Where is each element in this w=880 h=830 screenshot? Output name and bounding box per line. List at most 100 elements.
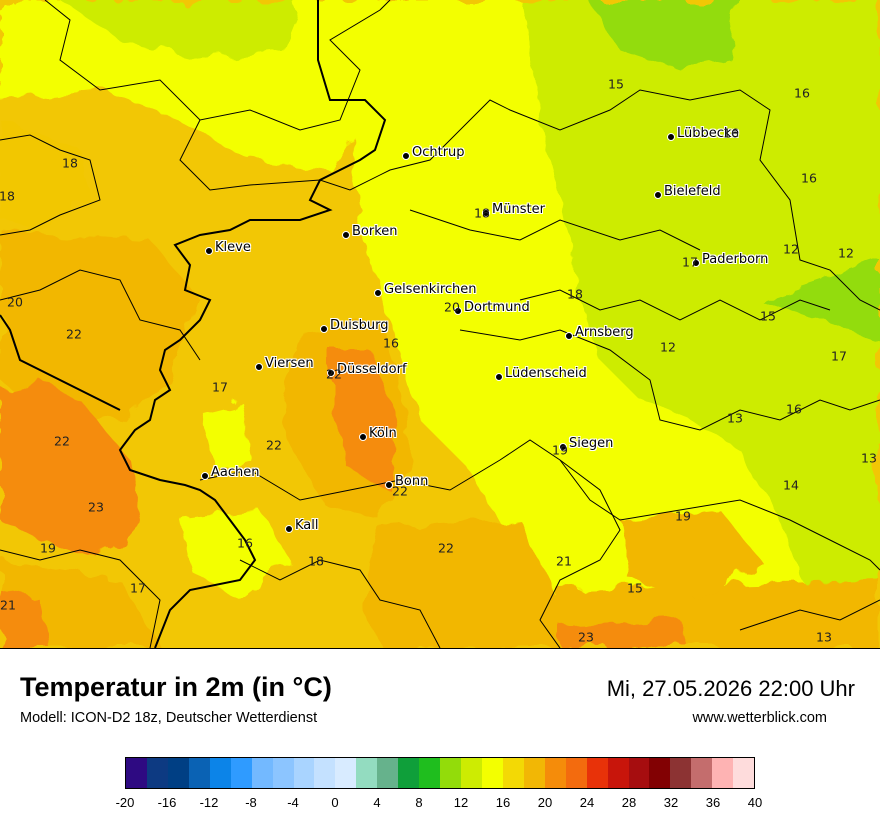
city-label: Köln [369, 426, 397, 441]
temperature-value: 16 [794, 85, 810, 101]
temperature-value: 22 [438, 540, 454, 556]
city-dot-icon [692, 259, 700, 267]
city-dot-icon [654, 191, 662, 199]
legend-swatch [691, 758, 713, 788]
city-dot-icon [255, 363, 263, 371]
temperature-value: 17 [212, 379, 228, 395]
temperature-value: 16 [801, 170, 817, 186]
legend-tick-label: 32 [663, 795, 679, 810]
city-label: Paderborn [702, 252, 769, 267]
temperature-value: 14 [783, 477, 799, 493]
city-dot-icon [454, 307, 462, 315]
city-dot-icon [327, 369, 335, 377]
temperature-value: 17 [130, 580, 146, 596]
city-dot-icon [495, 373, 503, 381]
legend-swatch [419, 758, 441, 788]
city-dot-icon [285, 525, 293, 533]
temperature-value: 21 [0, 597, 16, 613]
temperature-value: 17 [682, 254, 698, 270]
legend-swatch [293, 758, 315, 788]
temperature-value: 16 [786, 401, 802, 417]
temperature-value: 22 [54, 433, 70, 449]
legend-swatch [544, 758, 566, 788]
legend-swatch [565, 758, 587, 788]
legend-swatch [167, 758, 189, 788]
legend-swatch [523, 758, 545, 788]
temperature-value: 13 [727, 410, 743, 426]
temperature-map: Ochtrup Lübbecke Bielefeld Münster Borken Kle… [0, 0, 880, 649]
legend-tick-label: 0 [331, 795, 339, 810]
legend-swatch [607, 758, 629, 788]
city-label: Lübbecke [677, 126, 739, 141]
temperature-value: 21 [556, 553, 572, 569]
legend-swatch [502, 758, 524, 788]
legend-tick-label: -16 [157, 795, 177, 810]
city-label: Ochtrup [412, 145, 465, 160]
legend-swatch [586, 758, 608, 788]
legend-tick-label: 40 [747, 795, 763, 810]
legend-tick-label: 12 [453, 795, 469, 810]
temperature-value: 20 [7, 294, 23, 310]
legend-swatch [670, 758, 692, 788]
temperature-value: 15 [608, 76, 624, 92]
city-dot-icon [342, 231, 350, 239]
city-label: Siegen [569, 436, 614, 451]
city-dot-icon [374, 289, 382, 297]
legend-swatch [251, 758, 273, 788]
temperature-value: 23 [578, 629, 594, 645]
city-dot-icon [205, 247, 213, 255]
temperature-value: 19 [40, 540, 56, 556]
legend-tick-label: 20 [537, 795, 553, 810]
city-label: Münster [492, 202, 545, 217]
legend-ticks: -20 -16 -12 -8 -4 0 4 8 12 16 20 24 28 32 36 40 [116, 795, 763, 815]
legend-swatch [272, 758, 294, 788]
city-label: Bonn [395, 474, 429, 489]
temperature-value: 12 [838, 245, 854, 261]
forecast-datetime: Mi, 27.05.2026 22:00 Uhr [606, 676, 855, 701]
city-dot-icon [667, 133, 675, 141]
legend-tick-label: -8 [245, 795, 257, 810]
legend-swatch [733, 758, 755, 788]
temperature-value: 22 [266, 437, 282, 453]
legend-swatch [356, 758, 378, 788]
map-title: Temperatur in 2m (in °C) [20, 672, 332, 702]
legend-swatch [377, 758, 399, 788]
temperature-value: 18 [474, 205, 490, 221]
legend-swatch [209, 758, 231, 788]
city-dot-icon [402, 152, 410, 160]
city-label: Viersen [265, 356, 314, 371]
legend-tick-label: 24 [579, 795, 595, 810]
legend-tick-label: 16 [495, 795, 511, 810]
temperature-value: 22 [392, 483, 408, 499]
temperature-value: 18 [62, 155, 78, 171]
temperature-value: 16 [237, 535, 253, 551]
legend-swatch [188, 758, 210, 788]
temperature-value: 20 [444, 299, 460, 315]
city-dot-icon [359, 433, 367, 441]
legend-tick-label: 28 [621, 795, 637, 810]
legend-tick-label: 36 [705, 795, 721, 810]
website-link[interactable]: www.wetterblick.com [692, 710, 827, 726]
legend-swatch [314, 758, 336, 788]
city-label: Gelsenkirchen [384, 282, 477, 297]
city-label: Aachen [211, 465, 260, 480]
city-label: Kall [295, 518, 319, 533]
city-dot-icon [559, 443, 567, 451]
temperature-value: 12 [783, 241, 799, 257]
temperature-value: 15 [760, 308, 776, 324]
city-dot-icon [482, 209, 490, 217]
legend-swatch [628, 758, 650, 788]
temperature-value: 19 [552, 442, 568, 458]
temperature-value: 18 [567, 286, 583, 302]
legend-swatch [440, 758, 461, 788]
legend-tick-label: -20 [115, 795, 135, 810]
legend-tick-label: -12 [199, 795, 219, 810]
temperature-value: 16 [723, 125, 739, 141]
city-label: Dortmund [464, 300, 530, 315]
city-label: Lüdenscheid [505, 366, 587, 381]
legend-swatch [398, 758, 420, 788]
city-dot-icon [320, 325, 328, 333]
temperature-field [0, 0, 880, 648]
legend-swatch [230, 758, 252, 788]
city-label: Duisburg [330, 318, 389, 333]
